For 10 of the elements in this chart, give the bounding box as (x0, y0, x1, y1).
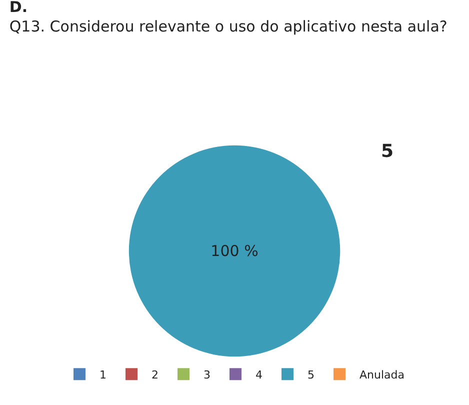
slice-label: 5 (381, 141, 394, 162)
legend-label: Anulada (360, 368, 404, 382)
legend-label: 1 (100, 368, 106, 382)
data-label: 100 % (210, 242, 258, 260)
chart-title: D. (9, 0, 28, 16)
legend-label: 2 (152, 368, 158, 382)
chart-subtitle: Q13. Considerou relevante o uso do aplicativo nesta aula? (9, 18, 448, 36)
legend-label: 5 (308, 368, 314, 382)
legend-label: 3 (204, 368, 210, 382)
legend-label: 4 (256, 368, 262, 382)
